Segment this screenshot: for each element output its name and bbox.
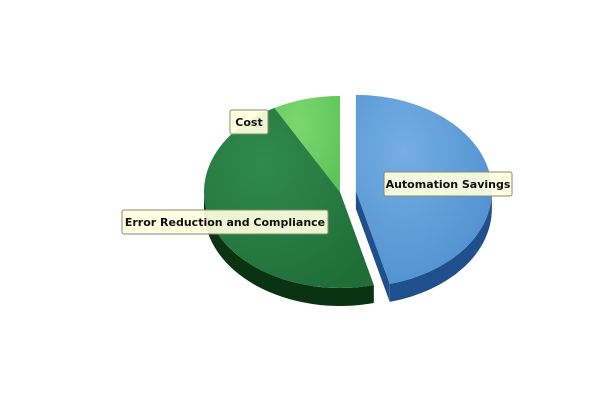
data-label-automation-savings: Automation Savings [383, 171, 513, 197]
slice-error-reduction-and-compliance[interactable] [204, 107, 374, 288]
slice-cost[interactable] [274, 96, 340, 192]
data-label-box [383, 171, 513, 197]
data-label-error-reduction-and-compliance: Error Reduction and Compliance [121, 209, 329, 235]
data-label-box [229, 109, 269, 135]
slice-sides [204, 190, 492, 306]
data-label-text: Automation Savings [386, 178, 511, 191]
data-label-text: Error Reduction and Compliance [125, 216, 325, 229]
data-label-box [121, 209, 329, 235]
slice-side-error-reduction-and-compliance [204, 192, 374, 306]
slice-side-automation-savings [389, 190, 492, 302]
data-labels: Automation Savings Error Reduction and Co… [121, 109, 513, 235]
slice-cut-automation-savings [355, 190, 390, 302]
data-label-text: Cost [235, 116, 262, 129]
data-label-cost: Cost [229, 109, 269, 135]
